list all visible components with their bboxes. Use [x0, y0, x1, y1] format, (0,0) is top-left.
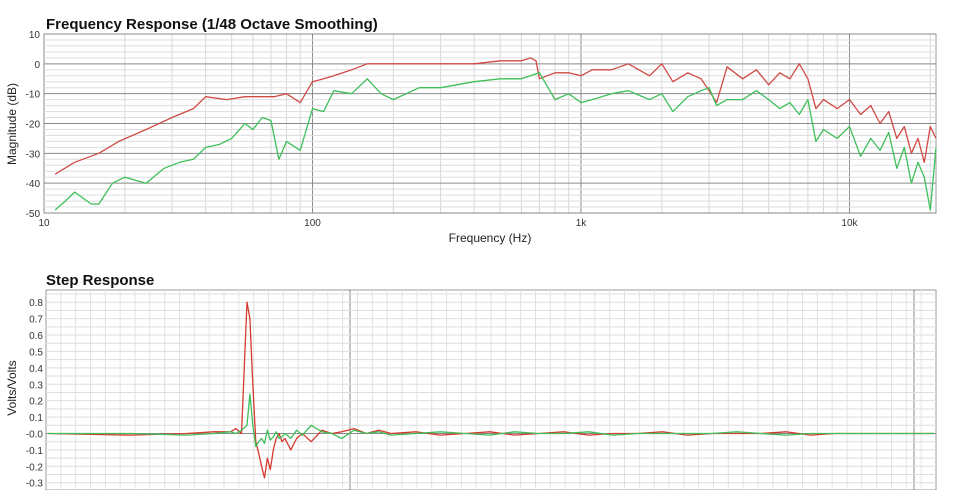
freq-grid: [43, 33, 936, 214]
step-y-tick-label: 0.2: [29, 397, 43, 408]
step-y-tick-label: 0.7: [29, 315, 43, 326]
freq-x-tick-label: 10k: [841, 218, 858, 229]
freq-series-line-0: [54, 57, 937, 175]
step-series-line-1: [48, 393, 934, 448]
freq-x-axis-label: Frequency (Hz): [449, 231, 532, 245]
freq-y-tick-label: -20: [26, 120, 41, 131]
step-y-tick-label: 0.6: [29, 331, 43, 342]
freq-series-group: [54, 57, 937, 211]
freq-y-tick-label: -30: [26, 149, 41, 160]
step-y-tick-label: 0.8: [29, 298, 43, 309]
step-y-ticks: 0.8 0.7 0.6 0.5 0.4 0.3 0.2 0.1 -0.0 -0.1 -0.2 -0.3: [26, 298, 44, 490]
step-y-tick-label: 0.4: [29, 364, 43, 375]
freq-x-tick-label: 100: [304, 218, 321, 229]
freq-chart: Frequency Response (1/48 Octave Smoothin…: [5, 16, 937, 245]
freq-chart-title: Frequency Response (1/48 Octave Smoothin…: [46, 16, 378, 33]
freq-y-tick-label: -40: [26, 179, 41, 190]
step-y-tick-label: -0.0: [26, 429, 44, 440]
step-chart-title: Step Response: [46, 272, 154, 289]
step-series-group: [47, 301, 934, 479]
step-y-tick-label: 0.3: [29, 380, 43, 391]
step-y-tick-label: -0.3: [26, 479, 44, 490]
freq-y-ticks: 10 0 -10 -20 -30 -40 -50: [26, 30, 41, 220]
freq-y-tick-label: 10: [29, 30, 41, 41]
step-y-axis-label: Volts/Volts: [5, 360, 19, 415]
step-grid: [46, 290, 936, 490]
step-y-tick-label: -0.2: [26, 462, 44, 473]
freq-y-axis-label: Magnitude (dB): [5, 83, 19, 165]
freq-y-tick-label: 0: [34, 60, 40, 71]
freq-y-tick-label: -10: [26, 90, 41, 101]
step-y-tick-label: 0.5: [29, 347, 43, 358]
freq-x-ticks: 10 100 1k 10k: [38, 218, 858, 229]
freq-series-line-1: [54, 72, 937, 211]
step-y-tick-label: 0.1: [29, 413, 43, 424]
freq-x-tick-label: 1k: [576, 218, 588, 229]
freq-x-tick-label: 10: [38, 218, 50, 229]
freq-y-tick-label: -50: [26, 209, 41, 220]
step-chart: Step Response 0.8 0.7 0.6 0.5 0.4 0.3 0.2 0.1 -0…: [5, 272, 937, 490]
step-y-tick-label: -0.1: [26, 446, 44, 457]
